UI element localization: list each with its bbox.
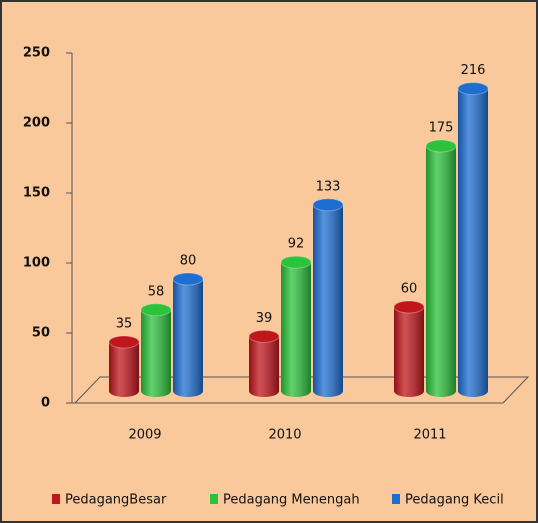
bar-cap [312, 198, 344, 212]
x-tick-label: 2009 [128, 428, 161, 443]
bar-shade [458, 82, 489, 397]
data-label: 175 [429, 121, 454, 136]
bar-cap [248, 329, 280, 343]
bar-shade [173, 273, 203, 397]
legend-swatch [210, 494, 218, 504]
bar-cap [108, 335, 140, 349]
legend-label: Pedagang Menengah [223, 493, 360, 508]
bar-shade [109, 336, 139, 397]
bar-shade [313, 198, 343, 397]
bar-shade [249, 330, 279, 397]
y-tick-label: 200 [23, 116, 50, 131]
bar-shade [281, 256, 311, 397]
bar-shade [426, 140, 456, 397]
x-tick-label: 2011 [413, 428, 446, 443]
bar-cap [280, 255, 312, 269]
bar-cap [457, 82, 489, 96]
bar-cap [140, 303, 172, 317]
legend-label: Pedagang Kecil [405, 493, 504, 508]
y-tick-label: 50 [32, 326, 50, 341]
data-label: 39 [256, 311, 273, 326]
legend-swatch [52, 494, 60, 504]
bar-cap [393, 300, 425, 314]
y-tick-label: 250 [23, 46, 50, 61]
bar-cap [172, 272, 204, 286]
bar-shade [141, 303, 171, 397]
bar-cap [425, 139, 457, 153]
y-tick-label: 150 [23, 186, 50, 201]
data-label: 92 [288, 237, 305, 252]
y-tick-label: 0 [41, 396, 50, 411]
x-tick-label: 2010 [268, 428, 301, 443]
legend-label: PedagangBesar [65, 493, 167, 508]
data-label: 35 [116, 317, 133, 332]
bar-shade [394, 301, 424, 397]
data-label: 216 [461, 63, 486, 78]
legend-swatch [392, 494, 400, 504]
data-label: 80 [180, 254, 197, 269]
data-label: 60 [401, 282, 418, 297]
y-tick-label: 100 [23, 256, 50, 271]
data-label: 133 [316, 179, 341, 194]
data-label: 58 [148, 284, 165, 299]
